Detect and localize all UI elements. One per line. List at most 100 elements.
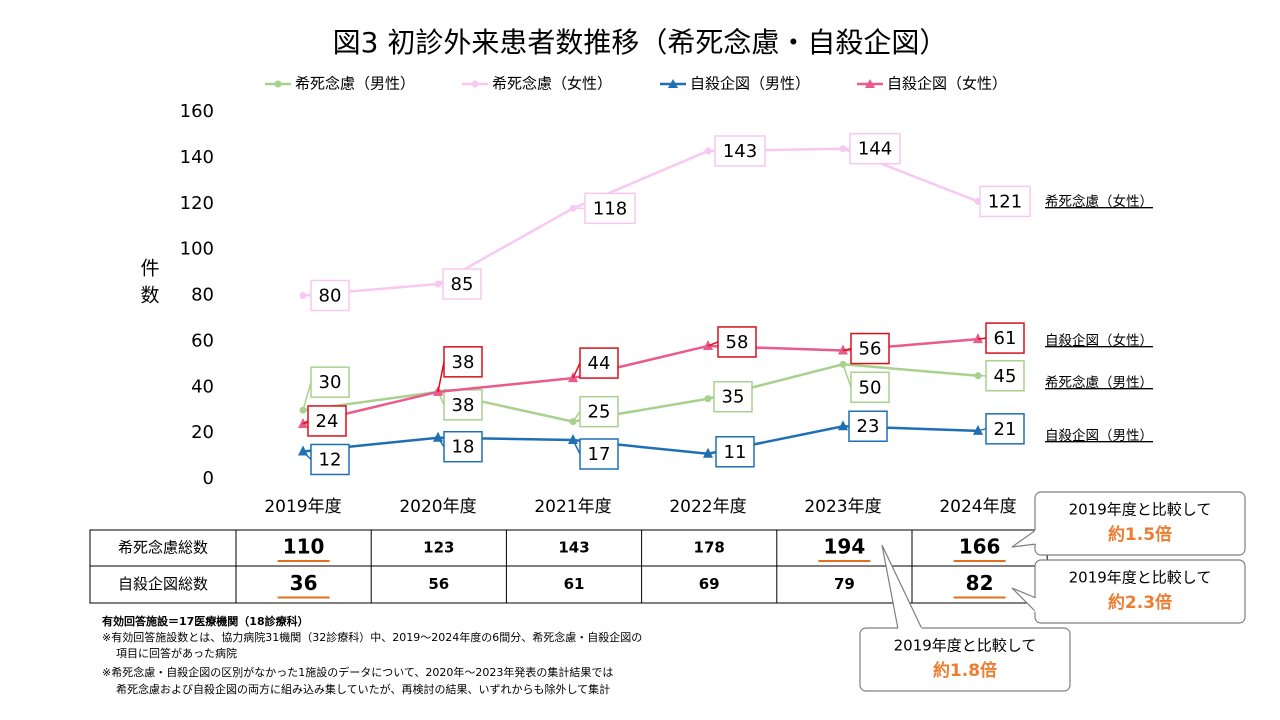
series-end-label: 希死念慮（男性） [1045,374,1153,391]
label-box [714,135,766,167]
callout-box [859,627,1071,692]
y-tick-label: 80 [191,285,214,306]
callout-text: 2019年度と比較して [1069,501,1212,519]
x-tick-label: 2019年度 [264,497,341,517]
marker [298,417,308,428]
label-box [985,322,1025,354]
series-line [302,147,979,297]
table-cell: 56 [428,575,449,593]
footnote: 有効回答施設＝17医療機関（18診療科） [102,614,309,628]
label-box [717,326,757,358]
label-box [310,279,350,312]
table-cell: 166 [959,535,1001,559]
table-cell: 110 [283,535,325,559]
table-row-label: 自殺企図総数 [118,575,208,593]
label-box [579,347,619,379]
legend-marker [274,80,282,88]
legend-label: 希死念慮（女性） [492,75,612,93]
table-cell: 61 [564,575,585,593]
data-label: 50 [859,377,882,398]
data-label: 85 [451,274,474,295]
legend-label: 希死念慮（男性） [295,75,415,93]
label-box [579,395,619,428]
series-end-label: 自殺企図（男性） [1045,427,1153,444]
label-box [310,366,350,398]
label-leader [707,396,715,400]
label-box [713,380,753,413]
footnote: ※希死念慮・自殺企図の区別がなかった1施設のデータについて、2020年～2023… [102,665,613,679]
x-tick-label: 2020年度 [399,497,476,517]
marker [838,344,848,355]
label-box [850,332,890,365]
table-cell: 143 [558,539,589,557]
table-cell: 194 [824,535,866,559]
footnote: ※有効回答施設数とは、協力病院31機関（32診療科）中、2019～2024年度の… [102,630,642,644]
label-leader [707,341,719,347]
label-box [307,405,347,437]
callout-box [1034,491,1246,556]
callout-text: 2019年度と比較して [894,637,1037,655]
marker [973,333,983,344]
table-cell: 79 [834,575,855,593]
callout-box [1034,559,1246,624]
label-leader [977,337,987,340]
callout-ratio: 約1.8倍 [933,660,997,681]
table-row-label: 希死念慮総数 [118,539,208,557]
marker [973,424,983,435]
y-tick-label: 60 [191,330,214,351]
data-label: 24 [316,411,339,432]
data-label: 21 [994,419,1017,440]
data-label: 56 [859,339,882,360]
label-leader [572,439,581,455]
label-leader [572,362,581,379]
label-leader [842,364,852,388]
table-cell: 36 [290,571,318,595]
label-leader [302,450,312,461]
label-leader [437,361,445,392]
label-box [715,436,755,468]
label-box [579,438,619,470]
data-label: 58 [726,332,749,353]
data-label: 12 [319,449,342,470]
legend-label: 自殺企図（女性） [887,75,1007,93]
label-box [979,185,1031,218]
marker [568,434,578,445]
legend-marker [668,79,678,88]
chart-title: 図3 初診外来患者数推移（希死念慮・自殺企図） [333,26,948,59]
callout-ratio: 約2.3倍 [1108,592,1172,613]
footnote: 項目に回答があった病院 [116,646,237,660]
label-box [849,132,901,165]
data-label: 11 [724,442,747,463]
data-label: 121 [988,191,1022,212]
label-box [442,268,482,300]
marker [703,339,713,350]
data-label: 144 [858,139,892,160]
table-cell: 69 [699,575,720,593]
y-tick-label: 120 [180,193,214,214]
data-label: 25 [588,402,611,423]
table-cell: 178 [694,539,725,557]
marker [838,420,848,431]
label-leader [572,411,581,423]
label-box [443,389,483,421]
footnote: 希死念慮および自殺企図の両方に組み込み集していたが、再検討の結果、いずれからも除… [116,682,610,696]
legend-marker [471,80,479,88]
label-leader [302,420,309,425]
x-tick-label: 2024年度 [939,497,1016,517]
data-label: 17 [588,444,611,465]
legend-label: 自殺企図（男性） [690,75,810,93]
callout-pointer [881,544,923,630]
data-label: 45 [994,366,1017,387]
label-box [443,430,483,463]
label-leader [707,451,717,455]
data-label: 38 [452,352,475,373]
series-end-label: 希死念慮（女性） [1045,193,1153,210]
marker [433,431,443,442]
series-line [302,363,979,423]
table-cell: 123 [423,539,454,557]
y-tick-label: 100 [180,239,214,260]
y-tick-label: 140 [180,147,214,168]
callout-ratio: 約1.5倍 [1108,524,1172,545]
x-tick-label: 2021年度 [534,497,611,517]
y-tick-label: 0 [203,468,214,489]
